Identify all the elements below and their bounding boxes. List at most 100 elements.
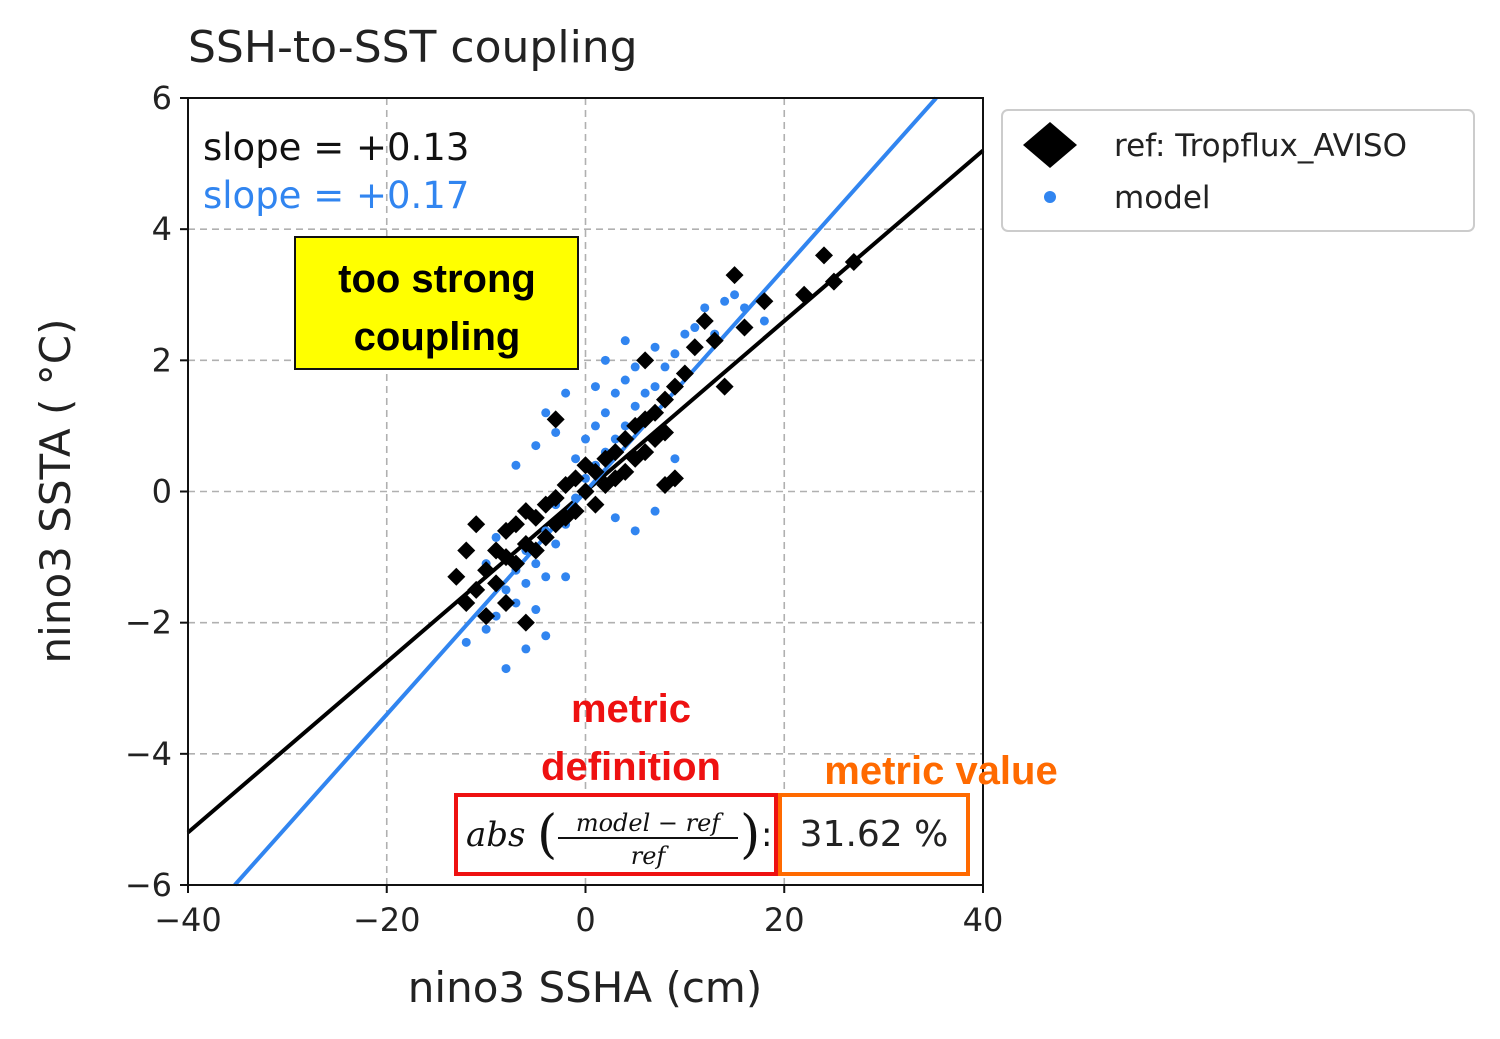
model-point	[759, 316, 769, 326]
model-point	[680, 329, 690, 339]
ref-point	[457, 541, 476, 560]
model-point	[650, 342, 660, 352]
ref-point	[586, 495, 605, 514]
model-point	[571, 493, 581, 503]
ref-point	[606, 443, 625, 462]
ref-point	[795, 285, 814, 304]
ref-point	[497, 593, 515, 612]
model-point	[541, 408, 551, 418]
formula-numerator: model − ref	[576, 809, 724, 837]
slope-model-text: slope = +0.17	[203, 174, 469, 217]
model-point	[690, 323, 700, 333]
model-point	[600, 355, 610, 365]
model-point	[630, 362, 640, 372]
model-point	[620, 375, 630, 385]
y-tick-label: −4	[125, 735, 172, 773]
x-tick-label: 40	[963, 901, 1004, 939]
model-point	[491, 532, 501, 542]
y-tick-label: −6	[125, 866, 172, 904]
ref-point	[646, 403, 665, 422]
model-point	[501, 664, 511, 674]
callout-box: too strong coupling	[294, 236, 579, 370]
ref-point	[477, 607, 496, 626]
ref-point	[665, 469, 684, 488]
legend-ref-marker-icon	[1023, 122, 1077, 168]
model-point	[541, 631, 551, 641]
scatter-points	[447, 246, 863, 674]
model-point	[511, 598, 521, 608]
metric-value-box: 31.62 %	[778, 793, 970, 876]
model-point	[620, 336, 630, 346]
model-point	[561, 572, 571, 582]
model-point	[610, 388, 620, 398]
ref-point	[576, 482, 595, 501]
ref-point	[616, 462, 635, 481]
metric-value-label: metric value	[824, 749, 1057, 793]
model-point	[630, 526, 640, 536]
model-point	[620, 421, 630, 431]
ref-point	[616, 430, 635, 449]
ref-point	[705, 331, 724, 350]
formula-colon: :	[761, 815, 772, 855]
y-tick-label: 2	[152, 341, 172, 379]
formula-right-paren: )	[740, 805, 760, 865]
ref-point	[536, 528, 555, 547]
ref-point	[546, 489, 565, 508]
callout-line-1: too strong	[338, 257, 536, 301]
y-tick-label: −2	[125, 604, 172, 642]
ref-point	[815, 246, 833, 265]
ref-point	[506, 554, 525, 573]
ref-point	[506, 515, 525, 534]
model-point	[590, 421, 600, 431]
model-point	[730, 290, 740, 300]
model-point	[610, 434, 620, 444]
metric-value: 31.62 %	[800, 814, 949, 855]
ref-point	[735, 318, 754, 337]
model-point	[501, 585, 511, 595]
y-tick-label: 0	[152, 473, 172, 511]
chart-title: SSH-to-SST coupling	[188, 22, 638, 73]
ref-point	[695, 311, 714, 330]
model-point	[551, 539, 561, 549]
metric-definition-label-1: metric	[571, 687, 691, 731]
legend: ref: Tropflux_AVISO model	[1001, 109, 1475, 232]
model-point	[481, 624, 491, 634]
ref-point	[566, 502, 585, 521]
x-axis-title: nino3 SSHA (cm)	[408, 963, 762, 1012]
model-point	[511, 460, 521, 470]
ref-point	[636, 351, 655, 370]
ref-point	[447, 567, 466, 586]
model-point	[640, 388, 650, 398]
model-point	[630, 401, 640, 411]
ref-point	[526, 541, 545, 560]
formula-abs: abs	[466, 815, 525, 855]
model-point	[531, 559, 541, 569]
ref-point	[477, 561, 496, 580]
model-point	[600, 408, 610, 418]
ref-point	[656, 390, 674, 409]
model-point	[541, 572, 551, 582]
model-point	[531, 605, 541, 615]
formula-left-paren: (	[537, 805, 557, 865]
y-tick-label: 6	[152, 79, 172, 117]
ref-point	[685, 338, 704, 357]
model-point	[660, 362, 670, 372]
model-point	[670, 349, 680, 359]
ref-point	[457, 593, 476, 612]
ref-point	[665, 377, 684, 396]
ref-point	[487, 574, 506, 593]
metric-formula: abs ( model − ref ref ) :	[454, 793, 778, 876]
model-point	[461, 637, 471, 647]
x-tick-label: 20	[764, 901, 805, 939]
ref-point	[844, 252, 863, 271]
ref-point	[636, 443, 655, 462]
legend-model-marker-icon	[1044, 191, 1056, 203]
ref-point	[725, 266, 744, 285]
ref-point	[824, 272, 843, 291]
model-point	[720, 296, 730, 306]
model-point	[571, 454, 581, 464]
model-point	[670, 454, 680, 464]
model-point	[531, 441, 541, 451]
legend-ref-label: ref: Tropflux_AVISO	[1114, 128, 1407, 164]
